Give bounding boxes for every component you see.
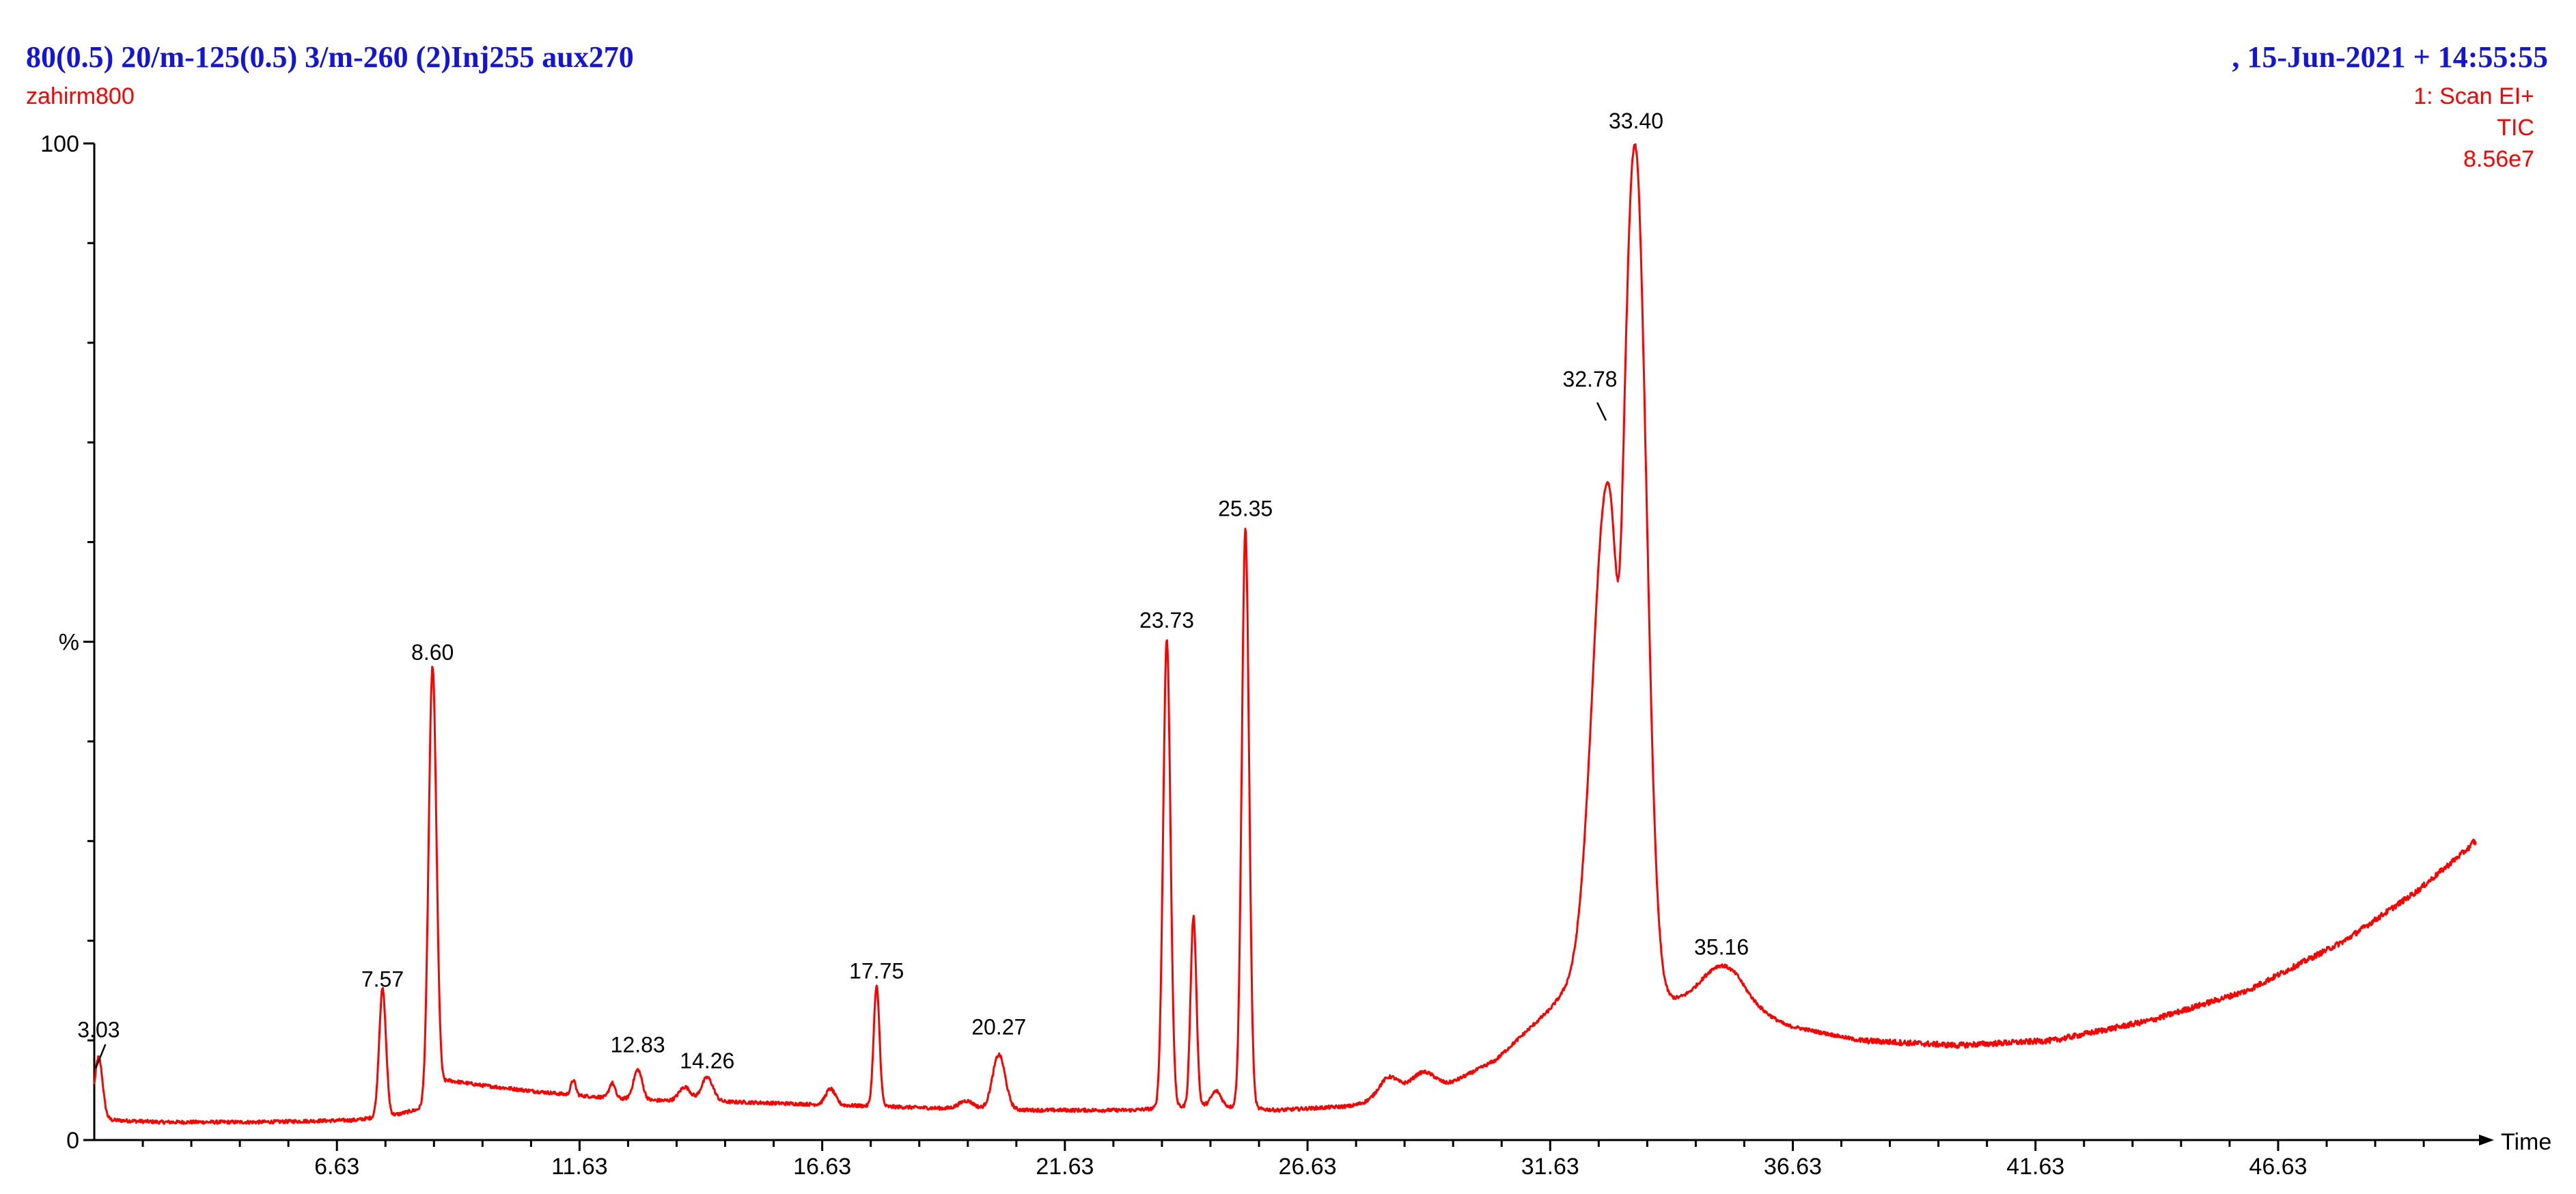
axes: 0% 100 6.63 11.63 16.63 21.63 26.63 31.63 36.63 4… <box>40 131 2551 1180</box>
peak-label: 8.60 <box>411 640 454 665</box>
y-tick-label: 100 <box>40 131 79 157</box>
x-tick-label: 26.63 <box>1279 1154 1337 1180</box>
max-intensity: 8.56e7 <box>2463 146 2534 172</box>
peak-label: 32.78 <box>1563 367 1618 391</box>
x-tick-label: 21.63 <box>1036 1154 1094 1180</box>
peak-labels: 3.03 7.57 8.60 12.83 14.26 17.75 20.27 23.73 25.… <box>77 109 1749 1073</box>
peak-label: 20.27 <box>971 1014 1026 1039</box>
x-tick-label: 16.63 <box>793 1154 851 1180</box>
acquisition-datetime: , 15-Jun-2021 + 14:55:55 <box>2232 40 2548 74</box>
x-tick-label: 31.63 <box>1521 1154 1579 1180</box>
peak-label: 17.75 <box>849 959 904 984</box>
tic-trace <box>93 143 2477 1125</box>
trace-type: TIC <box>2497 115 2534 141</box>
x-tick-label: 41.63 <box>2006 1154 2064 1180</box>
peak-label: 7.57 <box>361 967 404 991</box>
x-tick-label: 11.63 <box>551 1154 608 1180</box>
x-tick-label: 36.63 <box>1764 1154 1822 1180</box>
peak-label: 14.26 <box>680 1049 734 1073</box>
x-tick-label: 6.63 <box>314 1154 359 1180</box>
peak-leader-line <box>1596 402 1607 421</box>
peak-label: 3.03 <box>77 1018 120 1042</box>
scan-function: 1: Scan EI+ <box>2413 83 2534 109</box>
peak-label: 23.73 <box>1139 608 1194 633</box>
x-tick-label: 46.63 <box>2249 1154 2307 1180</box>
peak-label: 35.16 <box>1694 935 1749 960</box>
trace-layer <box>93 143 2477 1125</box>
sample-name: zahirm800 <box>26 83 135 109</box>
peak-leader-line <box>94 1044 107 1069</box>
peak-label: 33.40 <box>1609 109 1663 133</box>
x-axis-title: Time <box>2501 1129 2551 1155</box>
peak-label: 25.35 <box>1218 497 1273 521</box>
y-tick-label: % <box>59 630 79 656</box>
method-title: 80(0.5) 20/m-125(0.5) 3/m-260 (2)Inj255 … <box>26 40 634 74</box>
peak-label: 12.83 <box>611 1033 665 1057</box>
x-axis-arrow <box>2479 1135 2494 1146</box>
y-tick-label: 0 <box>66 1128 79 1154</box>
